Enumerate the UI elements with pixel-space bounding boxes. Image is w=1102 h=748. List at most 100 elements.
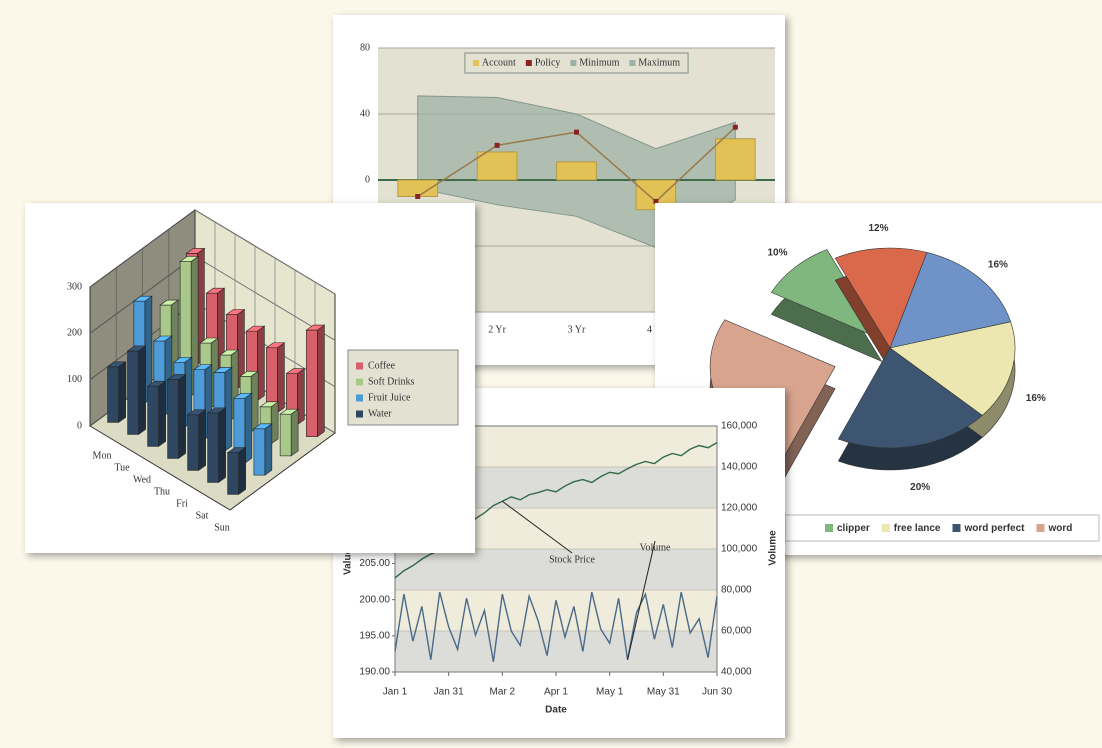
legend-label: free lance [894,523,941,534]
bar-top [245,325,266,332]
y-tick-label: 100 [67,374,82,385]
bar-top [252,423,273,430]
grid-line [89,209,196,288]
y-tick-label: 0 [77,420,82,431]
y-tick-label: 80 [360,42,370,53]
y-tick-label: 300 [67,281,82,292]
y-tick-label: 0 [365,174,370,185]
bar-top [146,380,167,387]
legend: Account Policy Minimum Maximum [472,57,680,68]
bar-side [317,324,325,438]
legend-box [784,514,1100,542]
bar [556,161,597,181]
y2-tick-label: 40,000 [721,667,752,678]
bar-front [107,366,119,423]
x-axis-label: Date [545,705,567,716]
y2-tick-label: 160,000 [721,421,758,432]
bar [186,409,207,471]
pie-slice [834,247,928,371]
x-tick-label: Wed [133,474,151,485]
annotation-leader [627,540,656,660]
pie-slice [770,249,883,363]
bar [226,447,247,495]
bar-front [187,414,199,471]
bar-top [305,324,326,331]
legend-label: Fruit Juice [368,392,411,403]
bar-top [239,370,260,377]
x-tick-label: 3 Yr [568,324,586,335]
x-tick-label: Sun [214,522,230,533]
slice-label: 16% [1026,393,1046,404]
legend-label: Maximum [638,57,680,68]
slice-top [770,249,883,341]
x-tick-label: May 1 [596,687,624,698]
y2-tick-label: 100,000 [721,544,758,555]
bar-top [232,392,253,399]
slice-label: 20% [910,482,930,493]
slice-label: 12% [868,223,888,234]
x-tick-label: Jun 30 [702,687,732,698]
bar [126,345,147,435]
bar-top [212,367,233,373]
legend-box [464,52,689,74]
x-tick-label: Fri [176,498,188,509]
slice-top [889,252,1012,349]
legend-swatch [825,524,833,532]
bar-top [166,374,187,380]
legend-swatch [952,524,961,532]
stock-card: 40,000 60,000 80,000 100,000 120,000 140,000 1… [333,388,785,738]
bar [146,380,167,447]
x-tick-label: 2 Yr [488,324,506,335]
slice-top [889,321,1016,416]
grid-band [395,549,717,590]
x-tick-label: Jan 31 [434,687,464,698]
y2-tick-label: 60,000 [721,626,752,637]
legend-swatch [1036,524,1045,532]
line-marker [415,194,421,199]
annotation: Stock Price [549,554,595,565]
bar-top [259,401,280,408]
bar [232,392,253,464]
bar-front [207,412,219,483]
bar-front [167,379,179,459]
legend-swatch [356,362,363,370]
bar-top [265,342,286,349]
legend-label: word perfect [964,523,1026,534]
bar-front [306,329,318,437]
line-marker [574,129,579,135]
bar-top [192,364,213,370]
legend-label: clipper [837,523,870,534]
x-tick-label: Tue [114,462,130,473]
bar-top [132,295,153,302]
bar-top [172,356,193,363]
legend-swatch [525,60,532,66]
y-tick-label: 200 [67,328,82,339]
bar-side [118,361,126,423]
bar-front [279,413,292,457]
legend-box [347,349,459,426]
y2-tick-label: 120,000 [721,503,758,514]
bar-top [225,309,246,315]
bar [714,138,756,181]
annotation: Volume [640,542,671,553]
bar-side [290,408,299,457]
y2-tick-label: 80,000 [721,585,752,596]
bar [305,324,326,438]
legend-swatch [356,394,363,402]
legend-label: Policy [535,57,561,68]
legend-swatch [881,524,890,532]
y2-tick-label: 140,000 [721,462,758,473]
legend-swatch [356,378,363,386]
bar-top [106,361,127,368]
legend-swatch [356,410,363,418]
slice-top [834,247,928,349]
y-tick-label: 190.00 [359,667,390,678]
bar-side [198,409,206,471]
bar-top [159,299,180,306]
bar-side [264,423,273,476]
bar [279,408,300,457]
legend-label: Soft Drinks [368,376,415,387]
y-tick-label: 200.00 [359,594,390,605]
